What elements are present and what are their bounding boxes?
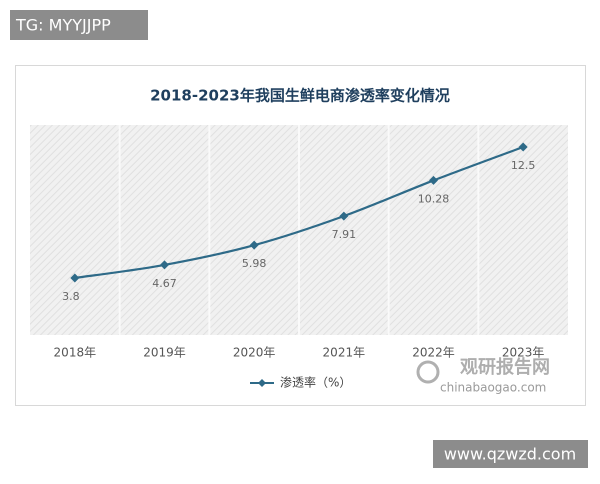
data-label: 4.67: [152, 277, 177, 290]
legend-label: 渗透率（%）: [280, 375, 351, 390]
data-label: 7.91: [332, 228, 357, 241]
watermark-url: chinabaogao.com: [440, 381, 546, 395]
x-tick-label: 2019年: [143, 346, 186, 360]
point: [249, 240, 259, 250]
marks: 3.8 4.67 5.98 7.91 10.28 12.5: [62, 142, 536, 303]
tag-bg: [10, 10, 148, 40]
point: [160, 260, 169, 270]
series-line: [74, 145, 524, 280]
footer-url: www.qzwzd.com: [444, 445, 576, 464]
tag: TG: MYYJJPP: [15, 16, 111, 35]
data-label: 5.98: [242, 257, 267, 270]
x-tick-label: 2020年: [233, 346, 276, 360]
data-label: 3.8: [62, 290, 80, 303]
x-tick-label: 2021年: [323, 346, 366, 360]
x-tick-label: 2018年: [54, 346, 97, 360]
point: [339, 211, 349, 221]
point: [429, 175, 438, 185]
x-tick-label: 2023年: [502, 346, 545, 360]
point: [70, 273, 80, 283]
data-label: 12.5: [511, 159, 536, 172]
grid: [118, 125, 480, 335]
footer-bg: [433, 440, 588, 468]
watermark-logo: [416, 360, 440, 384]
data-label: 10.28: [418, 192, 450, 205]
legend-marker: [258, 379, 266, 387]
point: [518, 142, 528, 152]
chart-title: 2018-2023年我国生鲜电商渗透率变化情况: [150, 87, 450, 105]
x-tick-label: 2022年: [412, 346, 455, 360]
watermark-title: 观研报告网: [460, 356, 550, 378]
